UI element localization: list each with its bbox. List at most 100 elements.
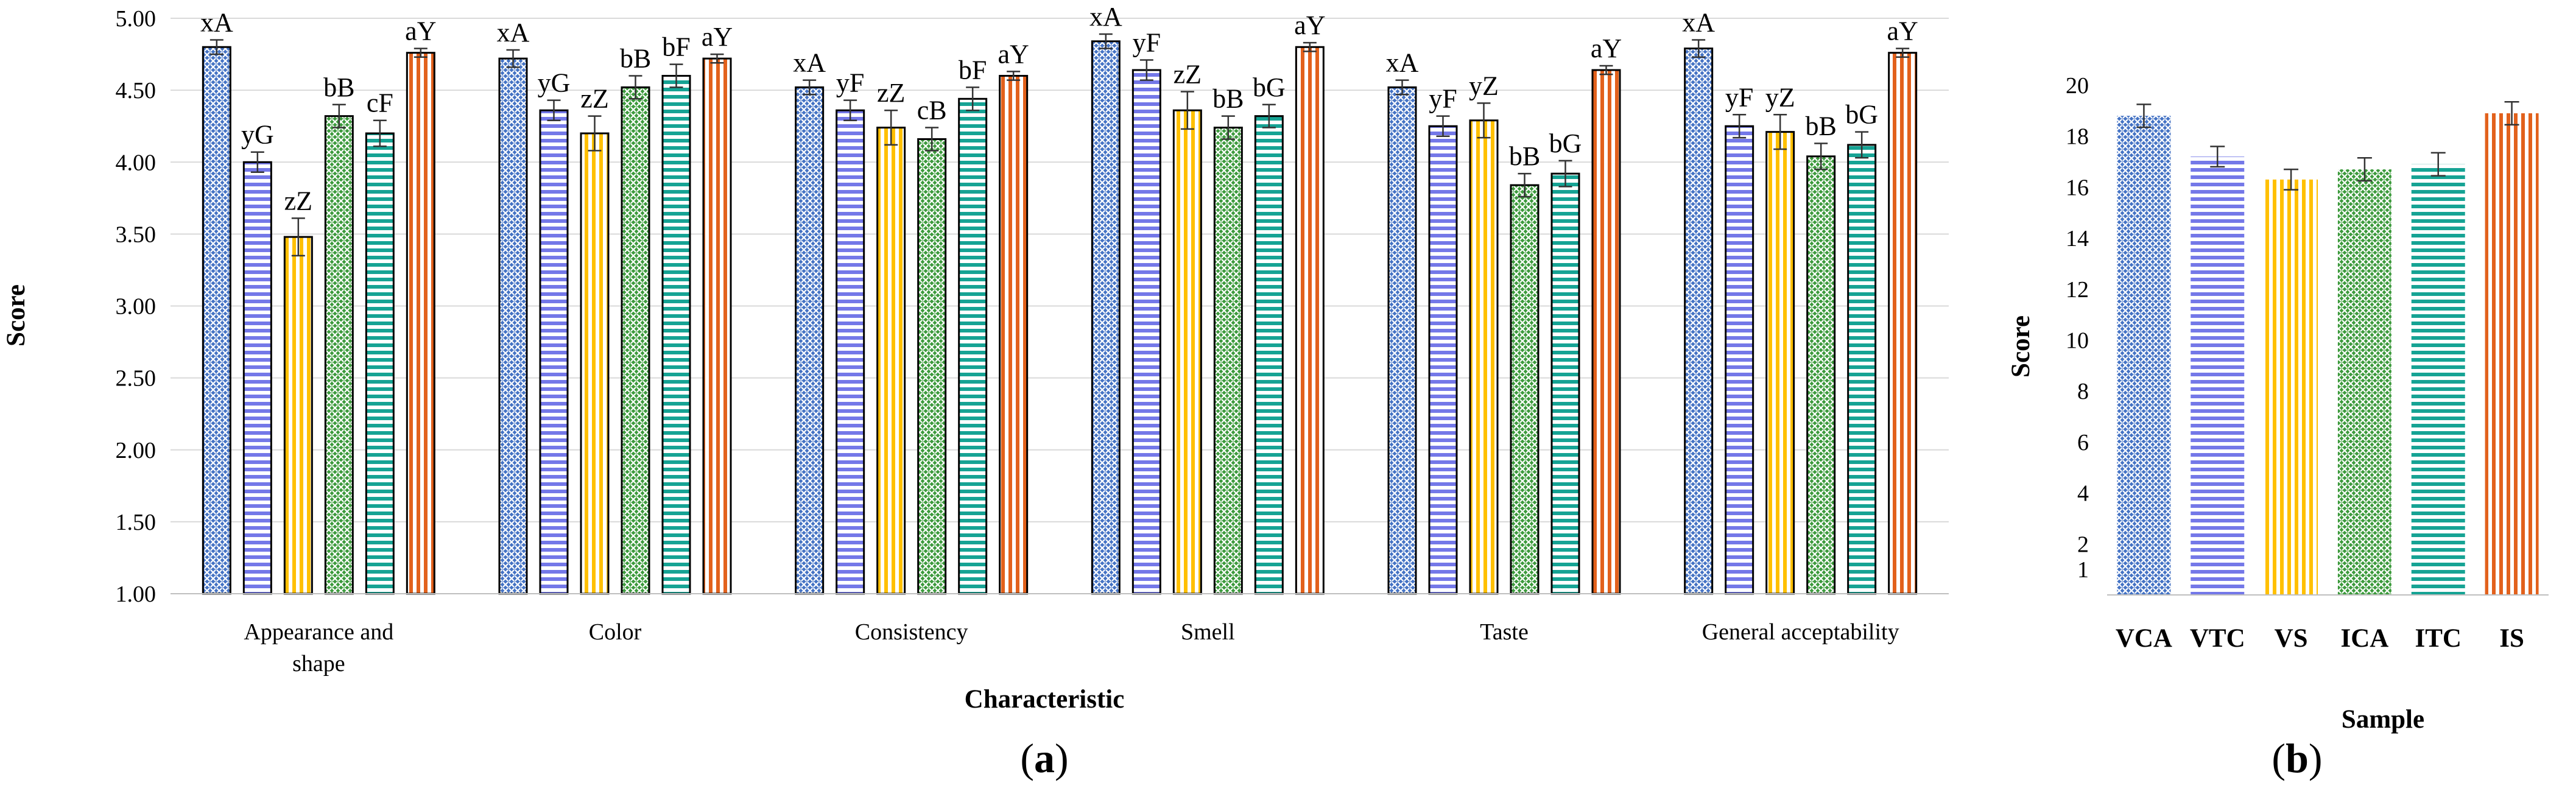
panel-a-bar-vs: [1172, 109, 1202, 595]
panel-a-bar-label: bB: [323, 72, 354, 102]
panel-a-bar-label: yF: [836, 68, 864, 98]
panel-a-x-tick-label: Appearance and: [244, 619, 393, 645]
panel-a-label: (a): [1020, 735, 1068, 781]
panel-b-y-axis-title: Score: [2007, 315, 2035, 378]
panel-b-bar-vca: [2117, 116, 2171, 596]
panel-b-x-tick-label: IS: [2499, 624, 2524, 653]
panel-a-gridlines: [171, 18, 1949, 594]
panel-a-x-tick-label: shape: [292, 651, 345, 677]
panel-a-y-tick-label: 3.50: [116, 222, 157, 247]
panel-a-bar-label: bG: [1845, 100, 1878, 130]
panel-a-x-tick-label: Color: [589, 619, 642, 645]
panel-a-bar-label: aY: [1887, 16, 1918, 46]
panel-a-bar-label: zZ: [580, 84, 608, 114]
panel-a-bar-label: bF: [662, 32, 690, 62]
panel-a-bar-itc: [1550, 172, 1580, 595]
panel-b-bars: [2117, 100, 2539, 596]
panel-a-bar-label: xA: [497, 18, 530, 47]
panel-a-bar-label: bG: [1549, 128, 1582, 158]
panel-a-x-tick-label: Smell: [1181, 619, 1235, 645]
panel-a-bar-ica: [1510, 184, 1540, 595]
panel-b-x-tick-label: ICA: [2340, 624, 2388, 653]
panel-a-bar-label: bB: [1509, 141, 1540, 171]
panel-a-y-tick-label: 1.50: [116, 510, 157, 535]
panel-a-bar-label: yF: [1725, 82, 1753, 112]
panel-a-bar-vs: [1765, 131, 1795, 595]
panel-b-x-axis-title: Sample: [2342, 705, 2424, 734]
panel-b-y-tick-label: 1: [2077, 557, 2089, 583]
panel-a-bar-label: yG: [538, 68, 571, 98]
panel-a-bar-itc: [958, 97, 988, 595]
panel-a-bars: xA yG zZ bB cF aY xA yG zZ bB bF aY xA yF zZ cB bF aY xA yF…: [200, 2, 1918, 595]
panel-a-bar-is: [1295, 46, 1325, 595]
panel-a-bar-label: aY: [1591, 33, 1622, 63]
panel-a-x-axis-title: Characteristic: [965, 685, 1125, 714]
panel-a-bar-label: yF: [1133, 28, 1161, 58]
panel-a-bar-label: bG: [1253, 72, 1286, 102]
panel-a-y-tick-label: 2.00: [116, 438, 157, 463]
panel-b-y-tick-label: 14: [2066, 226, 2089, 251]
panel-a-bar-itc: [661, 75, 691, 595]
panel-a-bar-label: yF: [1429, 84, 1457, 114]
panel-a-bar-is: [999, 75, 1029, 595]
panel-a-bar-vtc: [1131, 69, 1161, 595]
panel-a-bar-vtc: [1725, 125, 1754, 595]
panel-b-y-tick-label: 6: [2077, 430, 2089, 455]
panel-a-bar-vca: [202, 46, 231, 595]
panel-a-x-tick-label: Consistency: [855, 619, 968, 645]
panel-a-y-axis-title: Score: [2, 284, 30, 346]
panel-a-bar-vtc: [836, 109, 865, 595]
panel-a-y-tick-label: 2.50: [116, 366, 157, 392]
panel-b-axes: 12 4 6 8 10 12 14 16 18 20 VCA VTC VS ICA ITC IS: [2066, 73, 2549, 653]
panel-a-bar-vca: [1387, 86, 1417, 595]
panel-a-bar-ica: [621, 86, 650, 595]
panel-a-bar-label: yZ: [1469, 71, 1499, 100]
panel-a-y-tick-label: 3.00: [116, 294, 157, 320]
panel-a-bar-label: xA: [1386, 48, 1419, 78]
panel-b-x-tick-label: VTC: [2190, 624, 2245, 653]
panel-a-bar-label: zZ: [284, 186, 312, 216]
panel-b-y-tick-label: 10: [2066, 328, 2089, 354]
panel-b-x-tick-label: VS: [2275, 624, 2308, 653]
panel-a-bar-label: aY: [1294, 10, 1325, 40]
panel-b-y-tick-label: 12: [2066, 277, 2089, 303]
panel-b-y-tick-label: 16: [2066, 175, 2089, 200]
panel-a-bar-label: zZ: [877, 78, 905, 108]
panel-a-bar-ica: [917, 138, 947, 595]
panel-a-bar-vs: [1469, 119, 1499, 595]
panel-a-bar-vs: [580, 132, 610, 595]
panel-a-bar-label: xA: [793, 48, 826, 78]
panel-a-bar-ica: [1806, 155, 1836, 595]
panel-a-bar-label: bB: [1212, 84, 1244, 114]
panel-a-bar-is: [702, 57, 732, 595]
panel-a-y-tick-label: 5.00: [116, 6, 157, 32]
panel-a-y-tick-label: 4.00: [116, 150, 157, 175]
panel-a-bar-vca: [498, 57, 528, 595]
panel-a-bar-label: zZ: [1174, 59, 1202, 89]
panel-a-bar-vs: [876, 127, 906, 595]
panel-b-y-tick-label: 4: [2077, 481, 2089, 507]
panel-a-axes: 1.00 1.50 2.00 2.50 3.00 3.50 4.00 4.50 5.00 Appe…: [116, 6, 1949, 677]
panel-b-bar-vs: [2264, 179, 2318, 596]
panel-a-bar-label: xA: [200, 7, 233, 37]
panel-a-bar-label: aY: [998, 39, 1029, 69]
panel-a-y-tick-label: 1.00: [116, 582, 157, 607]
panel-b-bar-ica: [2337, 169, 2391, 596]
panel-a-bar-label: yZ: [1765, 82, 1795, 112]
panel-a-bar-label: cF: [367, 88, 393, 118]
panel-b-y-tick-label: 18: [2066, 124, 2089, 150]
panel-a-bar-itc: [1847, 144, 1877, 595]
panel-a-bar-label: cB: [917, 96, 947, 125]
panel-a-bar-label: aY: [405, 16, 436, 46]
panel-a-bar-vtc: [242, 161, 272, 595]
panel-a-bar-label: bB: [620, 44, 651, 74]
panel-b-y-tick-label: 8: [2077, 379, 2089, 404]
panel-a-bar-label: yG: [241, 120, 274, 150]
panel-a-bar-vca: [1091, 40, 1121, 595]
panel-a-x-tick-label: General acceptability: [1702, 619, 1899, 645]
panel-b-x-tick-label: VCA: [2116, 624, 2172, 653]
panel-b-x-tick-label: ITC: [2415, 624, 2462, 653]
panel-a-bar-label: xA: [1682, 7, 1715, 37]
